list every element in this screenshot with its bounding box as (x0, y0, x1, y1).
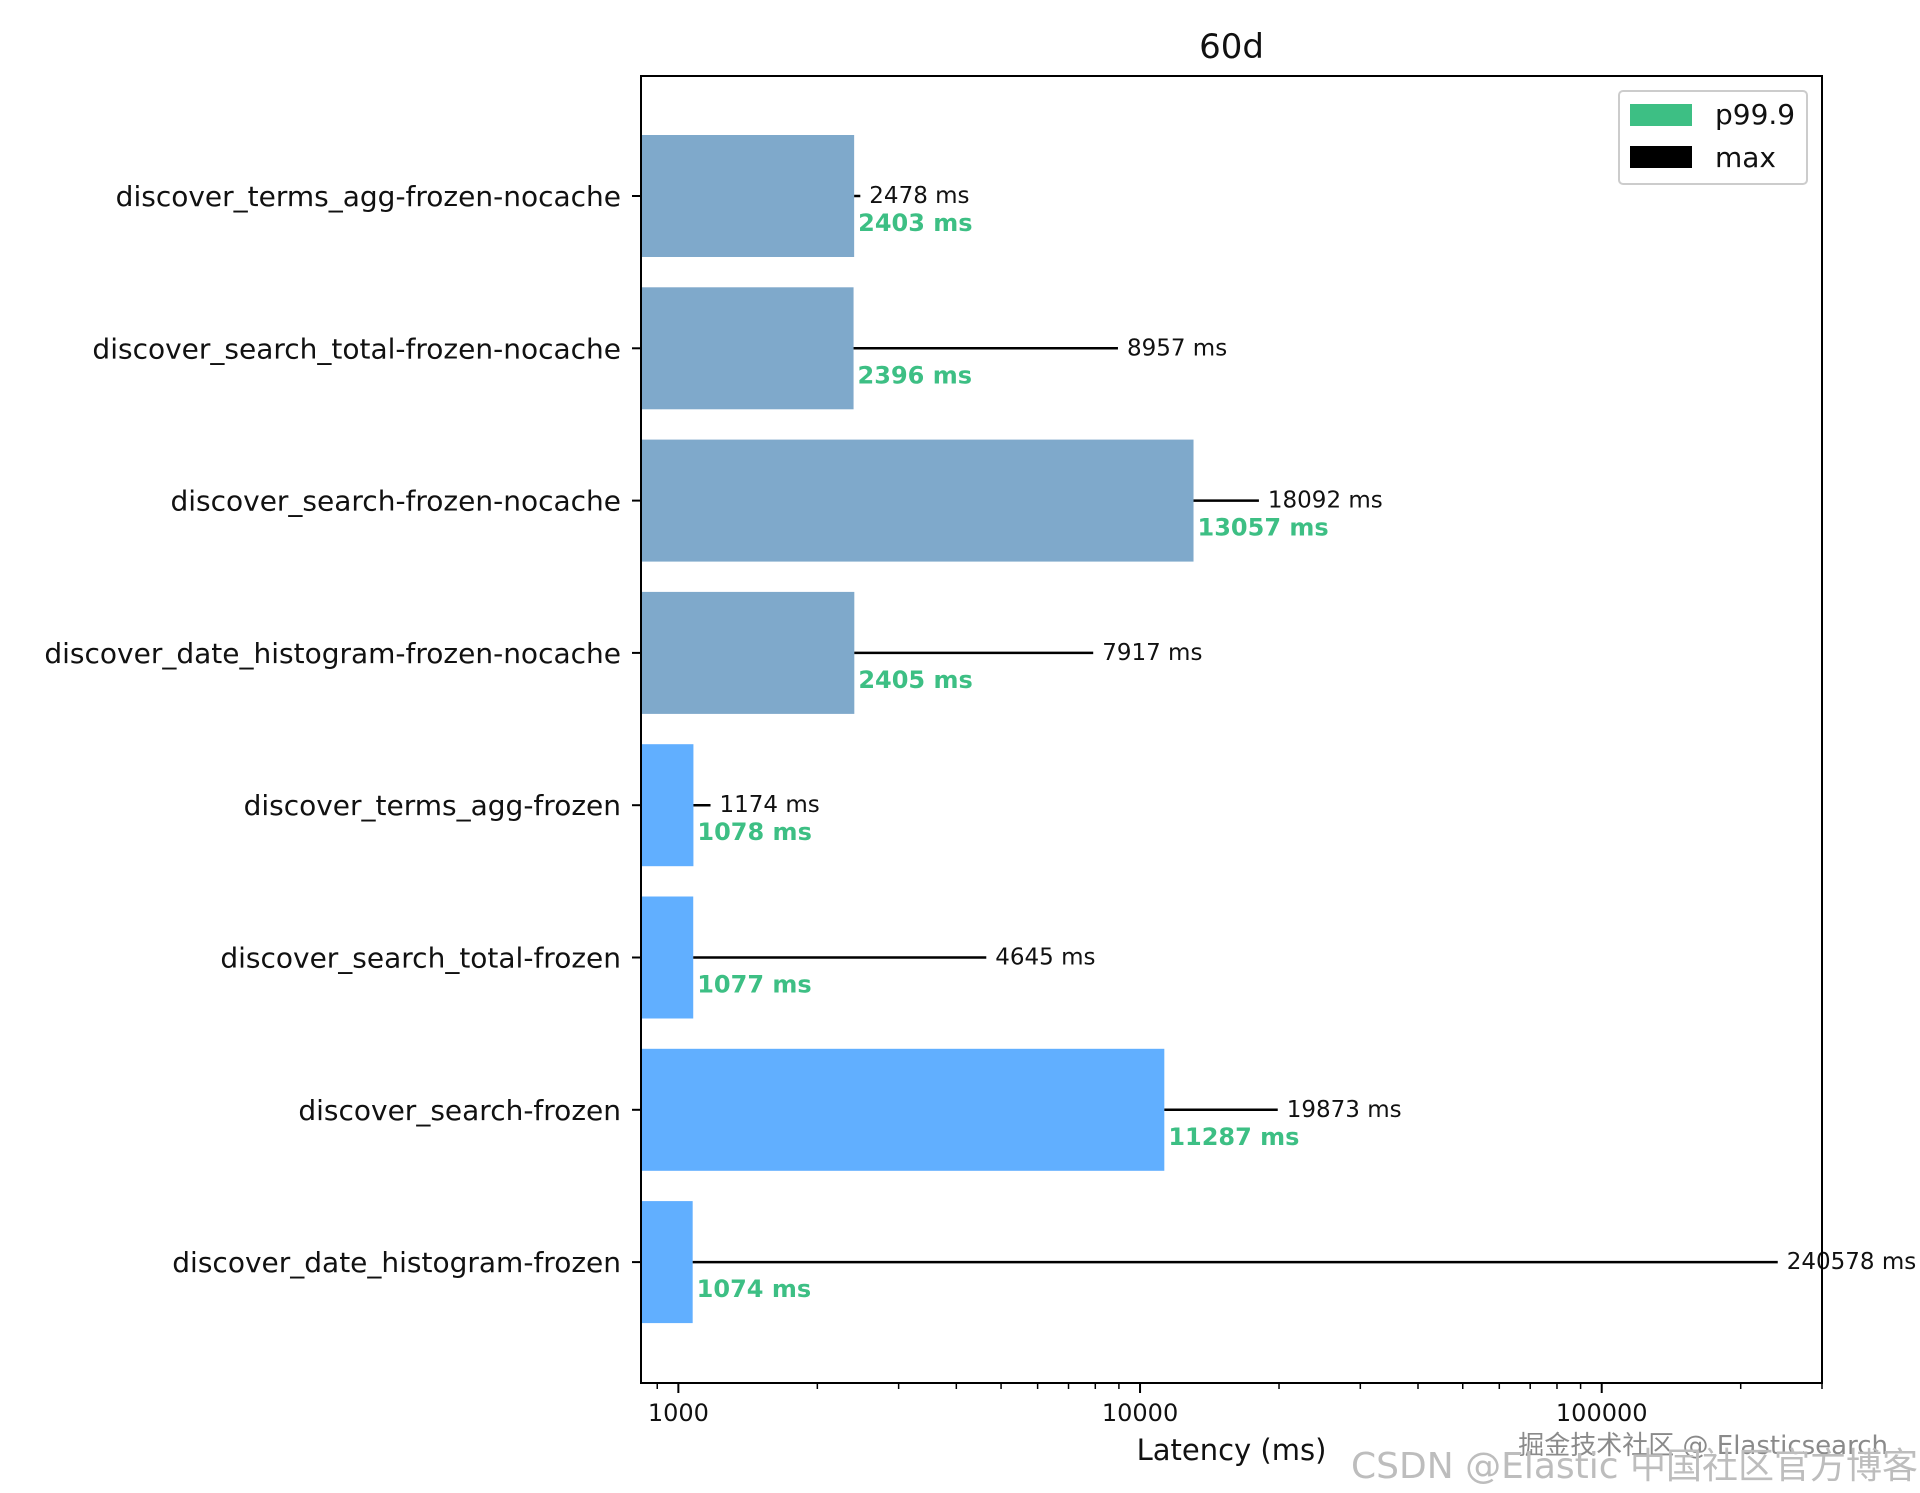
bar-discover_search_total-frozen (641, 896, 694, 1019)
max-label-discover_terms_agg-frozen: 1174 ms (720, 792, 820, 818)
bar-discover_date_histogram-frozen (641, 1201, 693, 1324)
p999-label-discover_terms_agg-frozen: 1078 ms (697, 818, 811, 846)
x-axis: 1000 10000 100000 (648, 1383, 1823, 1427)
bar-discover_terms_agg-frozen (641, 744, 694, 867)
max-label-discover_search-frozen: 19873 ms (1287, 1097, 1402, 1123)
legend: p99.9 max (1618, 90, 1808, 185)
y-tick-label: discover_terms_agg-frozen (244, 789, 621, 822)
x-tick-label: 100000 (1556, 1399, 1648, 1427)
max-label-discover_date_histogram-frozen: 240578 ms (1787, 1249, 1917, 1275)
max-label-discover_date_histogram-frozen-nocache: 7917 ms (1102, 640, 1202, 666)
bar-discover_search-frozen (641, 1048, 1165, 1171)
max-label-discover_search_total-frozen-nocache: 8957 ms (1127, 335, 1227, 361)
watermark-juejin: 掘金技术社区 @ Elasticsearch (1518, 1431, 1888, 1461)
bar-discover_search-frozen-nocache (641, 439, 1194, 562)
watermark-csdn: CSDN @Elastic 中国社区官方博客 (1351, 1446, 1918, 1487)
x-tick-label: 10000 (1102, 1399, 1178, 1427)
p999-label-discover_search-frozen: 11287 ms (1168, 1123, 1299, 1151)
x-axis-title: Latency (ms) (1137, 1433, 1327, 1467)
chart-title: 60d (1199, 27, 1264, 67)
p999-label-discover_search_total-frozen-nocache: 2396 ms (858, 361, 972, 389)
p999-label-discover_date_histogram-frozen-nocache: 2405 ms (858, 666, 972, 694)
y-tick-label: discover_search-frozen (298, 1094, 621, 1127)
max-label-discover_search-frozen-nocache: 18092 ms (1268, 488, 1383, 514)
legend-label-p999: p99.9 (1715, 98, 1795, 131)
y-tick-label: discover_date_histogram-frozen (172, 1246, 621, 1279)
y-tick-label: discover_search_total-frozen-nocache (92, 332, 621, 365)
max-label-discover_terms_agg-frozen-nocache: 2478 ms (869, 183, 969, 209)
max-label-discover_search_total-frozen: 4645 ms (995, 945, 1095, 971)
y-tick-label: discover_terms_agg-frozen-nocache (116, 180, 621, 213)
p999-label-discover_date_histogram-frozen: 1074 ms (697, 1275, 811, 1303)
p999-label-discover_search_total-frozen: 1077 ms (697, 971, 811, 999)
y-tick-label: discover_search_total-frozen (220, 942, 621, 975)
x-tick-label: 1000 (648, 1399, 709, 1427)
plot-frame (640, 75, 1823, 1384)
bar-discover_date_histogram-frozen-nocache (641, 591, 855, 714)
y-tick-label: discover_search-frozen-nocache (170, 485, 621, 518)
bar-discover_terms_agg-frozen-nocache (641, 135, 855, 257)
p999-label-discover_search-frozen-nocache: 13057 ms (1198, 514, 1329, 542)
legend-swatch-p999 (1630, 104, 1692, 126)
y-axis: discover_terms_agg-frozen-nocachediscove… (44, 180, 641, 1279)
y-tick-label: discover_date_histogram-frozen-nocache (44, 637, 621, 670)
legend-label-max: max (1715, 141, 1776, 174)
bar-discover_search_total-frozen-nocache (641, 287, 854, 410)
legend-swatch-max (1630, 146, 1692, 168)
p999-label-discover_terms_agg-frozen-nocache: 2403 ms (858, 209, 972, 237)
